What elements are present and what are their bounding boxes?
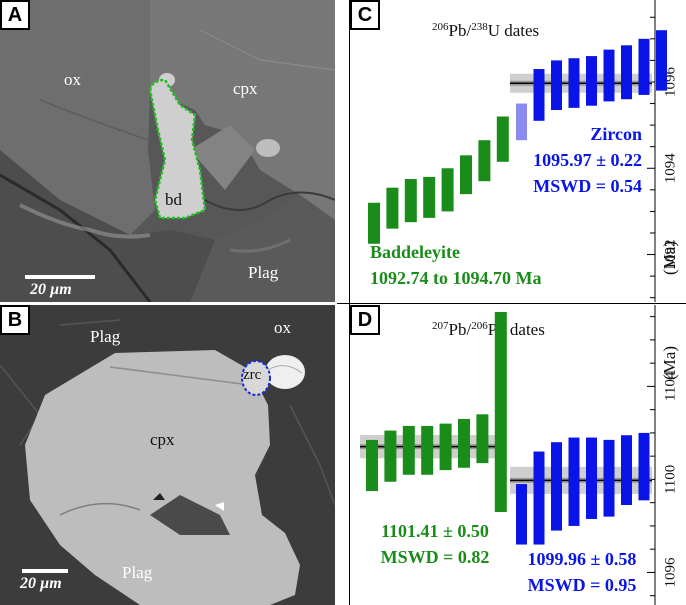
date-bar — [439, 423, 452, 471]
excluded-date-bar — [516, 103, 527, 141]
mineral-label-plag: Plag — [248, 263, 279, 282]
series-annotation: 1099.96 ± 0.58 — [528, 549, 637, 569]
date-bar — [368, 202, 380, 244]
date-bar — [441, 168, 454, 212]
date-bar — [494, 311, 507, 512]
series-annotation: 1092.74 to 1094.70 Ma — [370, 268, 541, 288]
date-bar — [366, 439, 378, 492]
mineral-label-plag-top: Plag — [90, 327, 121, 346]
series-annotation: Baddeleyite — [370, 242, 460, 262]
date-bar — [603, 439, 615, 517]
date-bar — [586, 56, 597, 106]
tick-label: 1094 — [662, 153, 678, 184]
date-bar — [421, 425, 434, 475]
scale-bar — [22, 569, 68, 573]
date-bar — [656, 30, 667, 91]
mineral-label-plag-bottom: Plag — [122, 563, 153, 582]
date-bar — [603, 49, 615, 102]
mineral-label-bd: bd — [165, 190, 182, 209]
y-axis-label: (Ma) — [660, 241, 679, 275]
tick-label: 1100 — [662, 465, 678, 494]
date-bar — [386, 187, 399, 229]
oxide-grain — [265, 355, 305, 389]
date-bar — [476, 414, 489, 464]
date-bar — [638, 432, 650, 501]
series-annotation: 1101.41 ± 0.50 — [381, 521, 489, 541]
date-bar — [460, 155, 472, 195]
panel-c-chart: C 206Pb/238U dates 1092 1094 1096 (Ma) Baddel… — [350, 0, 686, 302]
series-annotation: MSWD = 0.82 — [381, 547, 490, 567]
chart-title: 206Pb/238U dates — [432, 21, 539, 40]
date-bar — [621, 45, 632, 100]
panel-a-label: A — [0, 0, 30, 30]
scale-label: 20 µm — [30, 281, 72, 298]
chart-206pb-238u: 206Pb/238U dates109210941096(Ma)Baddeley… — [368, 0, 679, 302]
scale-bar — [25, 275, 95, 279]
date-bar — [384, 430, 397, 482]
date-bar — [496, 116, 509, 162]
tick-label: 1092 — [662, 240, 678, 270]
date-bar — [516, 484, 527, 545]
date-bar — [423, 176, 436, 218]
baddeleyite-grain — [148, 78, 207, 220]
left-frame-line — [349, 0, 350, 605]
panel-d-chart: D 207Pb/206Pb dates 1096 1100 1104 (Ma) 1101.… — [350, 305, 686, 605]
mineral-label-ox: ox — [64, 70, 81, 89]
y-axis-label: (Ma) — [660, 346, 679, 380]
date-bar — [533, 451, 545, 545]
mineral-label-ox: ox — [274, 318, 291, 337]
series-annotation: MSWD = 0.95 — [528, 575, 637, 595]
date-bar — [568, 58, 580, 108]
mineral-label-cpx: cpx — [233, 79, 258, 98]
tick-label: 1104 — [662, 371, 678, 401]
series-annotation: 1095.97 ± 0.22 — [533, 150, 642, 170]
panel-d-label: D — [350, 305, 380, 335]
chart-207pb-206pb: 207Pb/206Pb dates 1096 1100 1104(Ma) 1101.41… — [360, 305, 679, 605]
date-bar — [551, 60, 562, 111]
date-bar — [551, 442, 562, 531]
panel-b-label: B — [0, 305, 30, 335]
date-bar — [402, 425, 415, 475]
date-bar — [621, 435, 632, 505]
panel-a-sem-image: A ox cpx bd Plag 20 µm — [0, 0, 335, 302]
chart-title: 207Pb/206Pb dates — [432, 320, 545, 339]
series-annotation: MSWD = 0.54 — [533, 176, 642, 196]
series-annotation: Zircon — [590, 124, 642, 144]
date-bar — [568, 437, 580, 526]
mineral-label-cpx: cpx — [150, 430, 175, 449]
date-bar — [533, 69, 545, 121]
panel-b-texture — [0, 305, 335, 605]
date-bar — [458, 418, 470, 468]
panel-a-texture — [0, 0, 335, 302]
date-bar — [586, 437, 597, 519]
date-bar — [638, 38, 650, 95]
zircon-grain — [241, 360, 271, 396]
mineral-label-zrc: zrc — [243, 367, 262, 383]
panel-c-label: C — [350, 0, 380, 30]
cpx-grain — [25, 350, 300, 605]
date-bar — [404, 179, 417, 223]
panel-b-sem-image: B Plag ox zrc cpx Plag 20 µm — [0, 305, 335, 605]
scale-label: 20 µm — [20, 575, 62, 592]
panel-divider — [337, 303, 686, 304]
date-bar — [478, 140, 491, 182]
tick-label: 1096 — [662, 557, 678, 588]
